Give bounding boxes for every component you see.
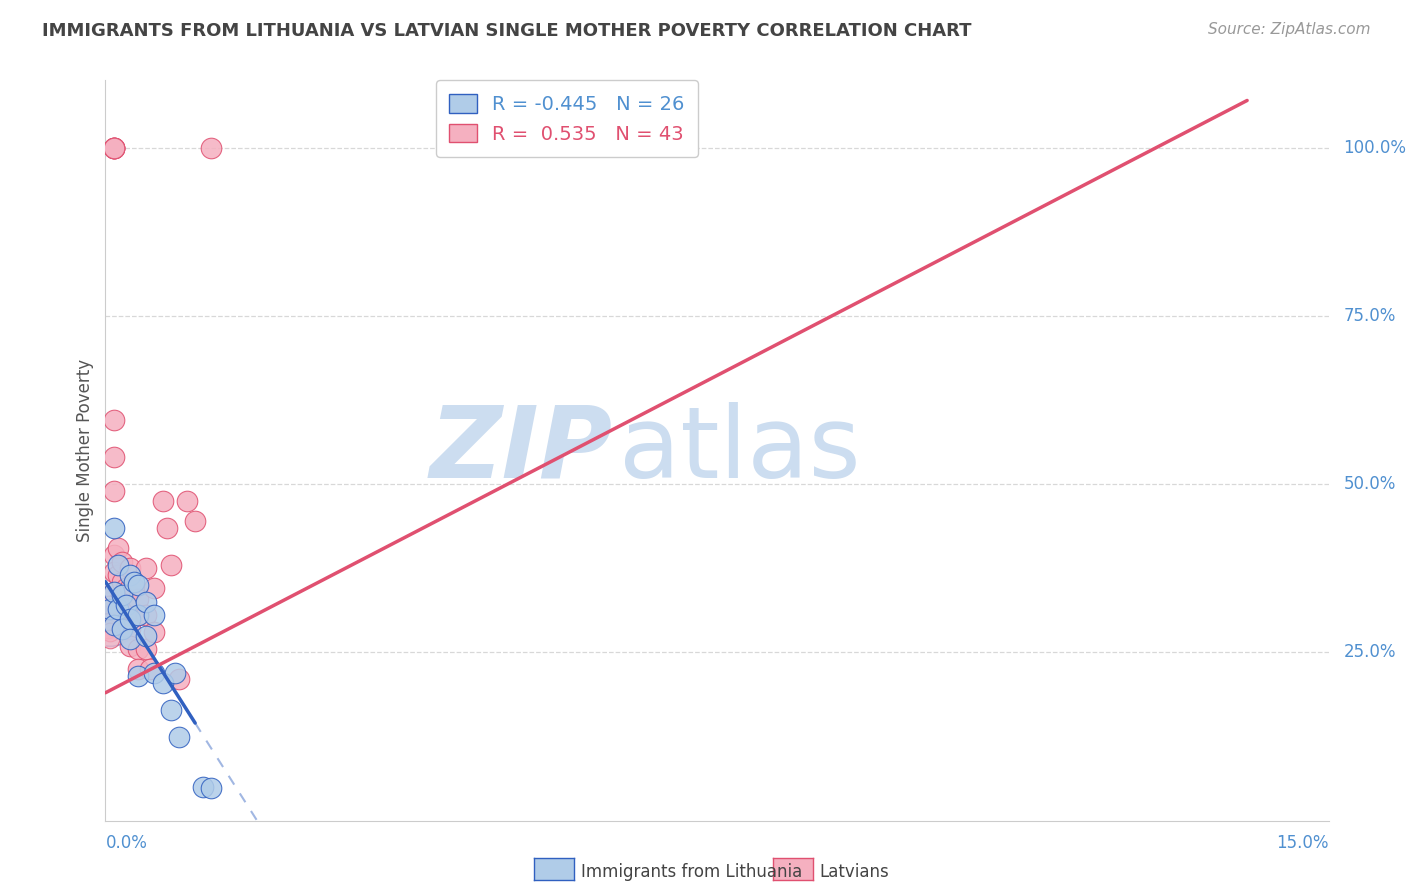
Text: ZIP: ZIP [430, 402, 613, 499]
Point [118, 582, 141, 596]
Point [103, 140, 125, 154]
Point [111, 622, 134, 636]
Point [193, 780, 215, 794]
Point [103, 618, 125, 632]
Point [107, 558, 129, 572]
Point [122, 574, 145, 589]
Point [103, 140, 125, 154]
Point [118, 612, 141, 626]
Point [98, 632, 121, 646]
Point [127, 608, 149, 623]
Point [111, 555, 134, 569]
Point [127, 642, 149, 657]
Point [143, 625, 166, 640]
Text: 25.0%: 25.0% [1343, 643, 1396, 661]
Point [103, 521, 125, 535]
Point [103, 140, 125, 154]
Point [103, 450, 125, 465]
Text: 50.0%: 50.0% [1343, 475, 1396, 493]
Point [97, 615, 120, 629]
Point [167, 730, 190, 744]
Point [115, 599, 138, 613]
Text: 0.0%: 0.0% [105, 834, 148, 852]
Point [111, 595, 134, 609]
Y-axis label: Single Mother Poverty: Single Mother Poverty [76, 359, 94, 542]
Point [115, 608, 138, 623]
Point [111, 588, 134, 602]
Point [135, 561, 157, 575]
Point [107, 541, 129, 555]
Point [139, 662, 162, 676]
Point [184, 514, 207, 528]
Point [118, 632, 141, 646]
Point [127, 662, 149, 676]
Point [135, 608, 157, 623]
Point [167, 673, 190, 687]
Point [107, 568, 129, 582]
Legend: R = -0.445   N = 26, R =  0.535   N = 43: R = -0.445 N = 26, R = 0.535 N = 43 [436, 80, 699, 157]
Point [176, 494, 198, 508]
Point [127, 578, 149, 592]
Point [115, 582, 138, 596]
Point [98, 625, 121, 640]
Text: 75.0%: 75.0% [1343, 307, 1396, 325]
Point [103, 140, 125, 154]
Point [97, 608, 120, 623]
Text: Source: ZipAtlas.com: Source: ZipAtlas.com [1208, 22, 1371, 37]
Point [103, 548, 125, 562]
Point [135, 642, 157, 657]
Point [98, 601, 121, 615]
Point [103, 483, 125, 498]
Point [118, 622, 141, 636]
Point [103, 413, 125, 427]
Point [97, 622, 120, 636]
Point [200, 781, 222, 796]
Point [118, 601, 141, 615]
Text: IMMIGRANTS FROM LITHUANIA VS LATVIAN SINGLE MOTHER POVERTY CORRELATION CHART: IMMIGRANTS FROM LITHUANIA VS LATVIAN SIN… [42, 22, 972, 40]
Point [103, 565, 125, 579]
Point [163, 665, 186, 680]
Point [200, 140, 222, 154]
Point [143, 582, 166, 596]
Point [118, 561, 141, 575]
Point [155, 521, 177, 535]
Point [127, 669, 149, 683]
Point [122, 582, 145, 596]
Point [159, 703, 181, 717]
Point [103, 584, 125, 599]
Point [107, 601, 129, 615]
Point [143, 608, 166, 623]
Text: atlas: atlas [619, 402, 860, 499]
Point [152, 494, 174, 508]
Point [111, 574, 134, 589]
Point [107, 595, 129, 609]
Text: 100.0%: 100.0% [1343, 138, 1406, 157]
Point [127, 608, 149, 623]
Point [103, 140, 125, 154]
Point [118, 568, 141, 582]
Point [97, 599, 120, 613]
Text: Immigrants from Lithuania: Immigrants from Lithuania [581, 863, 801, 881]
Point [143, 665, 166, 680]
Point [98, 612, 121, 626]
Point [103, 584, 125, 599]
Text: Latvians: Latvians [820, 863, 890, 881]
Point [152, 675, 174, 690]
Point [135, 628, 157, 642]
Point [111, 615, 134, 629]
Point [98, 601, 121, 615]
Point [159, 558, 181, 572]
Point [118, 639, 141, 653]
Point [127, 591, 149, 606]
Point [135, 595, 157, 609]
Text: 15.0%: 15.0% [1277, 834, 1329, 852]
